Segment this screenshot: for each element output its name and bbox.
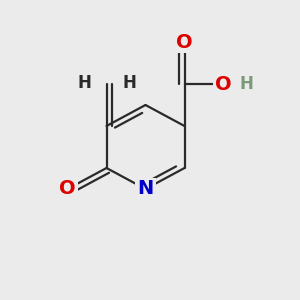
Text: H: H (239, 75, 253, 93)
Text: O: O (215, 74, 232, 94)
Text: N: N (137, 179, 154, 199)
Text: O: O (176, 32, 193, 52)
Text: O: O (59, 179, 76, 199)
Text: H: H (122, 74, 136, 92)
Text: H: H (77, 74, 91, 92)
